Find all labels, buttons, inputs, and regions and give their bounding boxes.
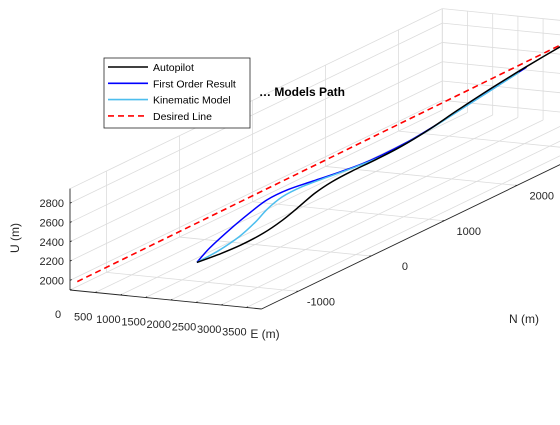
grid-line (442, 42, 560, 61)
chart-title: … Models Path (259, 85, 345, 99)
grid-layer (70, 9, 560, 308)
y-tick-label: 1000 (457, 226, 481, 238)
z-axis-label: U (m) (8, 223, 22, 253)
x-tick-label: 1500 (121, 317, 145, 329)
grid-line (442, 62, 560, 81)
z-tick-label: 2200 (40, 256, 64, 268)
x-tick-label: 1000 (96, 314, 120, 326)
legend: Autopilot First Order Result Kinematic Mod… (104, 58, 250, 128)
legend-label: Kinematic Model (153, 95, 231, 107)
x-tick-label: 3000 (197, 324, 221, 336)
y-axis-label: N (m) (509, 312, 539, 326)
y-tick-label: 2000 (530, 190, 554, 202)
grid-line (246, 127, 560, 307)
x-tick-label: 500 (74, 312, 92, 324)
legend-label: Desired Line (153, 111, 212, 123)
legend-label: First Order Result (153, 78, 236, 90)
legend-label: Autopilot (153, 62, 194, 74)
z-tick-label: 2000 (40, 275, 64, 287)
grid-line (146, 117, 518, 297)
x-tick-mark (146, 297, 148, 298)
z-tick-label: 2400 (40, 237, 64, 249)
y-tick-label: -1000 (307, 296, 335, 308)
grid-line (70, 110, 442, 290)
y-tick-label: 0 (402, 261, 408, 273)
x-tick-mark (120, 294, 122, 295)
x-tick-label: 0 (55, 309, 61, 321)
x-tick-label: 2500 (172, 322, 196, 334)
x-tick-mark (95, 292, 97, 293)
z-tick-label: 2800 (40, 198, 64, 210)
axis-layer (70, 129, 560, 309)
x-tick-label: 3500 (222, 327, 246, 339)
grid-line (442, 23, 560, 42)
z-tick-labels: 2000 2200 2400 2600 2800 (40, 198, 64, 287)
x-tick-mark (171, 299, 173, 300)
x-axis-label: E (m) (250, 327, 279, 341)
z-tick-label: 2600 (40, 217, 64, 229)
x-tick-label: 2000 (147, 319, 171, 331)
x-tick-mark (196, 302, 198, 303)
x-tick-mark (221, 304, 223, 305)
x-tick-mark (246, 307, 248, 308)
x-tick-mark (70, 289, 72, 290)
y-axis-line (262, 129, 560, 309)
y-tick-labels: -10000100020003000 (307, 155, 560, 308)
grid-line (120, 115, 492, 295)
